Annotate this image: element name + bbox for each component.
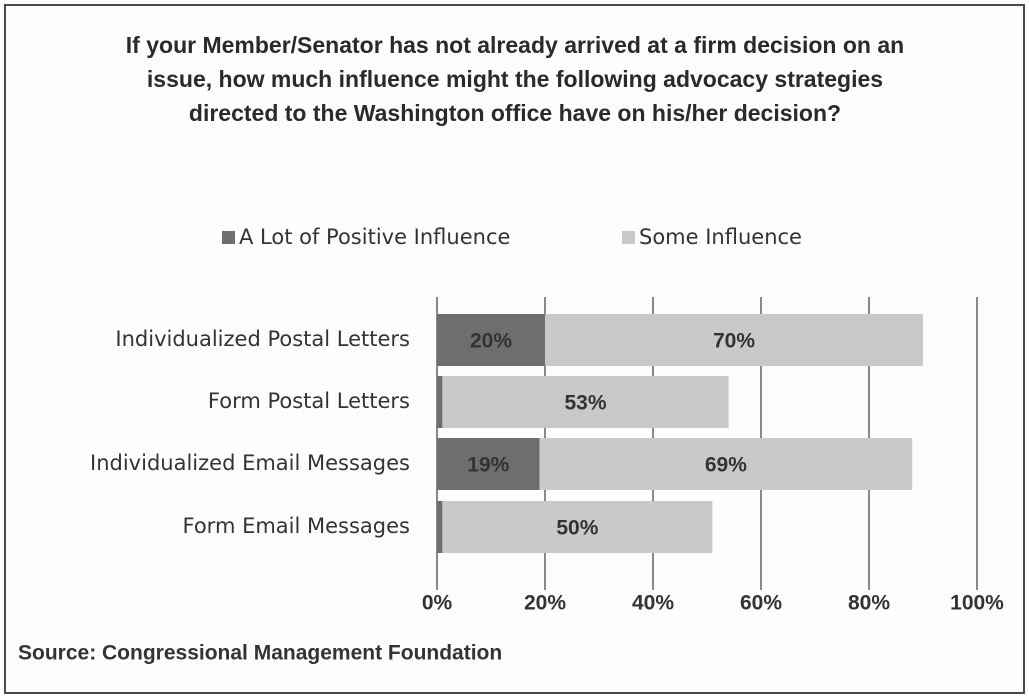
source: Source: Congressional Management Foundat… [18,642,502,665]
y-tick-label: Individualized Postal Letters [115,327,410,351]
x-tick-label: 40% [632,592,674,615]
data-label: 70% [713,330,755,353]
legend-swatch [622,231,635,244]
bar-segment [545,314,923,366]
y-tick-label: Form Postal Letters [208,389,410,413]
bar-segment [437,438,540,490]
bar-segment [437,314,545,366]
x-tick-label: 20% [524,592,566,615]
chart-title: If your Member/Senator has not already a… [125,32,905,126]
bar-segment [442,376,729,428]
data-label: 53% [564,392,606,415]
legend-label: A Lot of Positive Influence [239,225,510,249]
y-tick-label: Form Email Messages [183,514,411,538]
data-label: 19% [467,454,509,477]
bar-segment [442,501,713,553]
data-label: 50% [556,517,598,540]
y-tick-label: Individualized Email Messages [90,451,410,475]
x-tick-label: 100% [950,592,1004,615]
legend-label: Some Influence [639,225,802,249]
x-tick-label: 0% [422,592,453,615]
bar-segment [437,376,443,428]
x-tick-label: 60% [740,592,782,615]
x-tick-label: 80% [848,592,890,615]
bar-segment [437,501,443,553]
legend-swatch [222,231,235,244]
bar-segment [539,438,913,490]
data-label: 69% [705,454,747,477]
data-label: 20% [470,330,512,353]
